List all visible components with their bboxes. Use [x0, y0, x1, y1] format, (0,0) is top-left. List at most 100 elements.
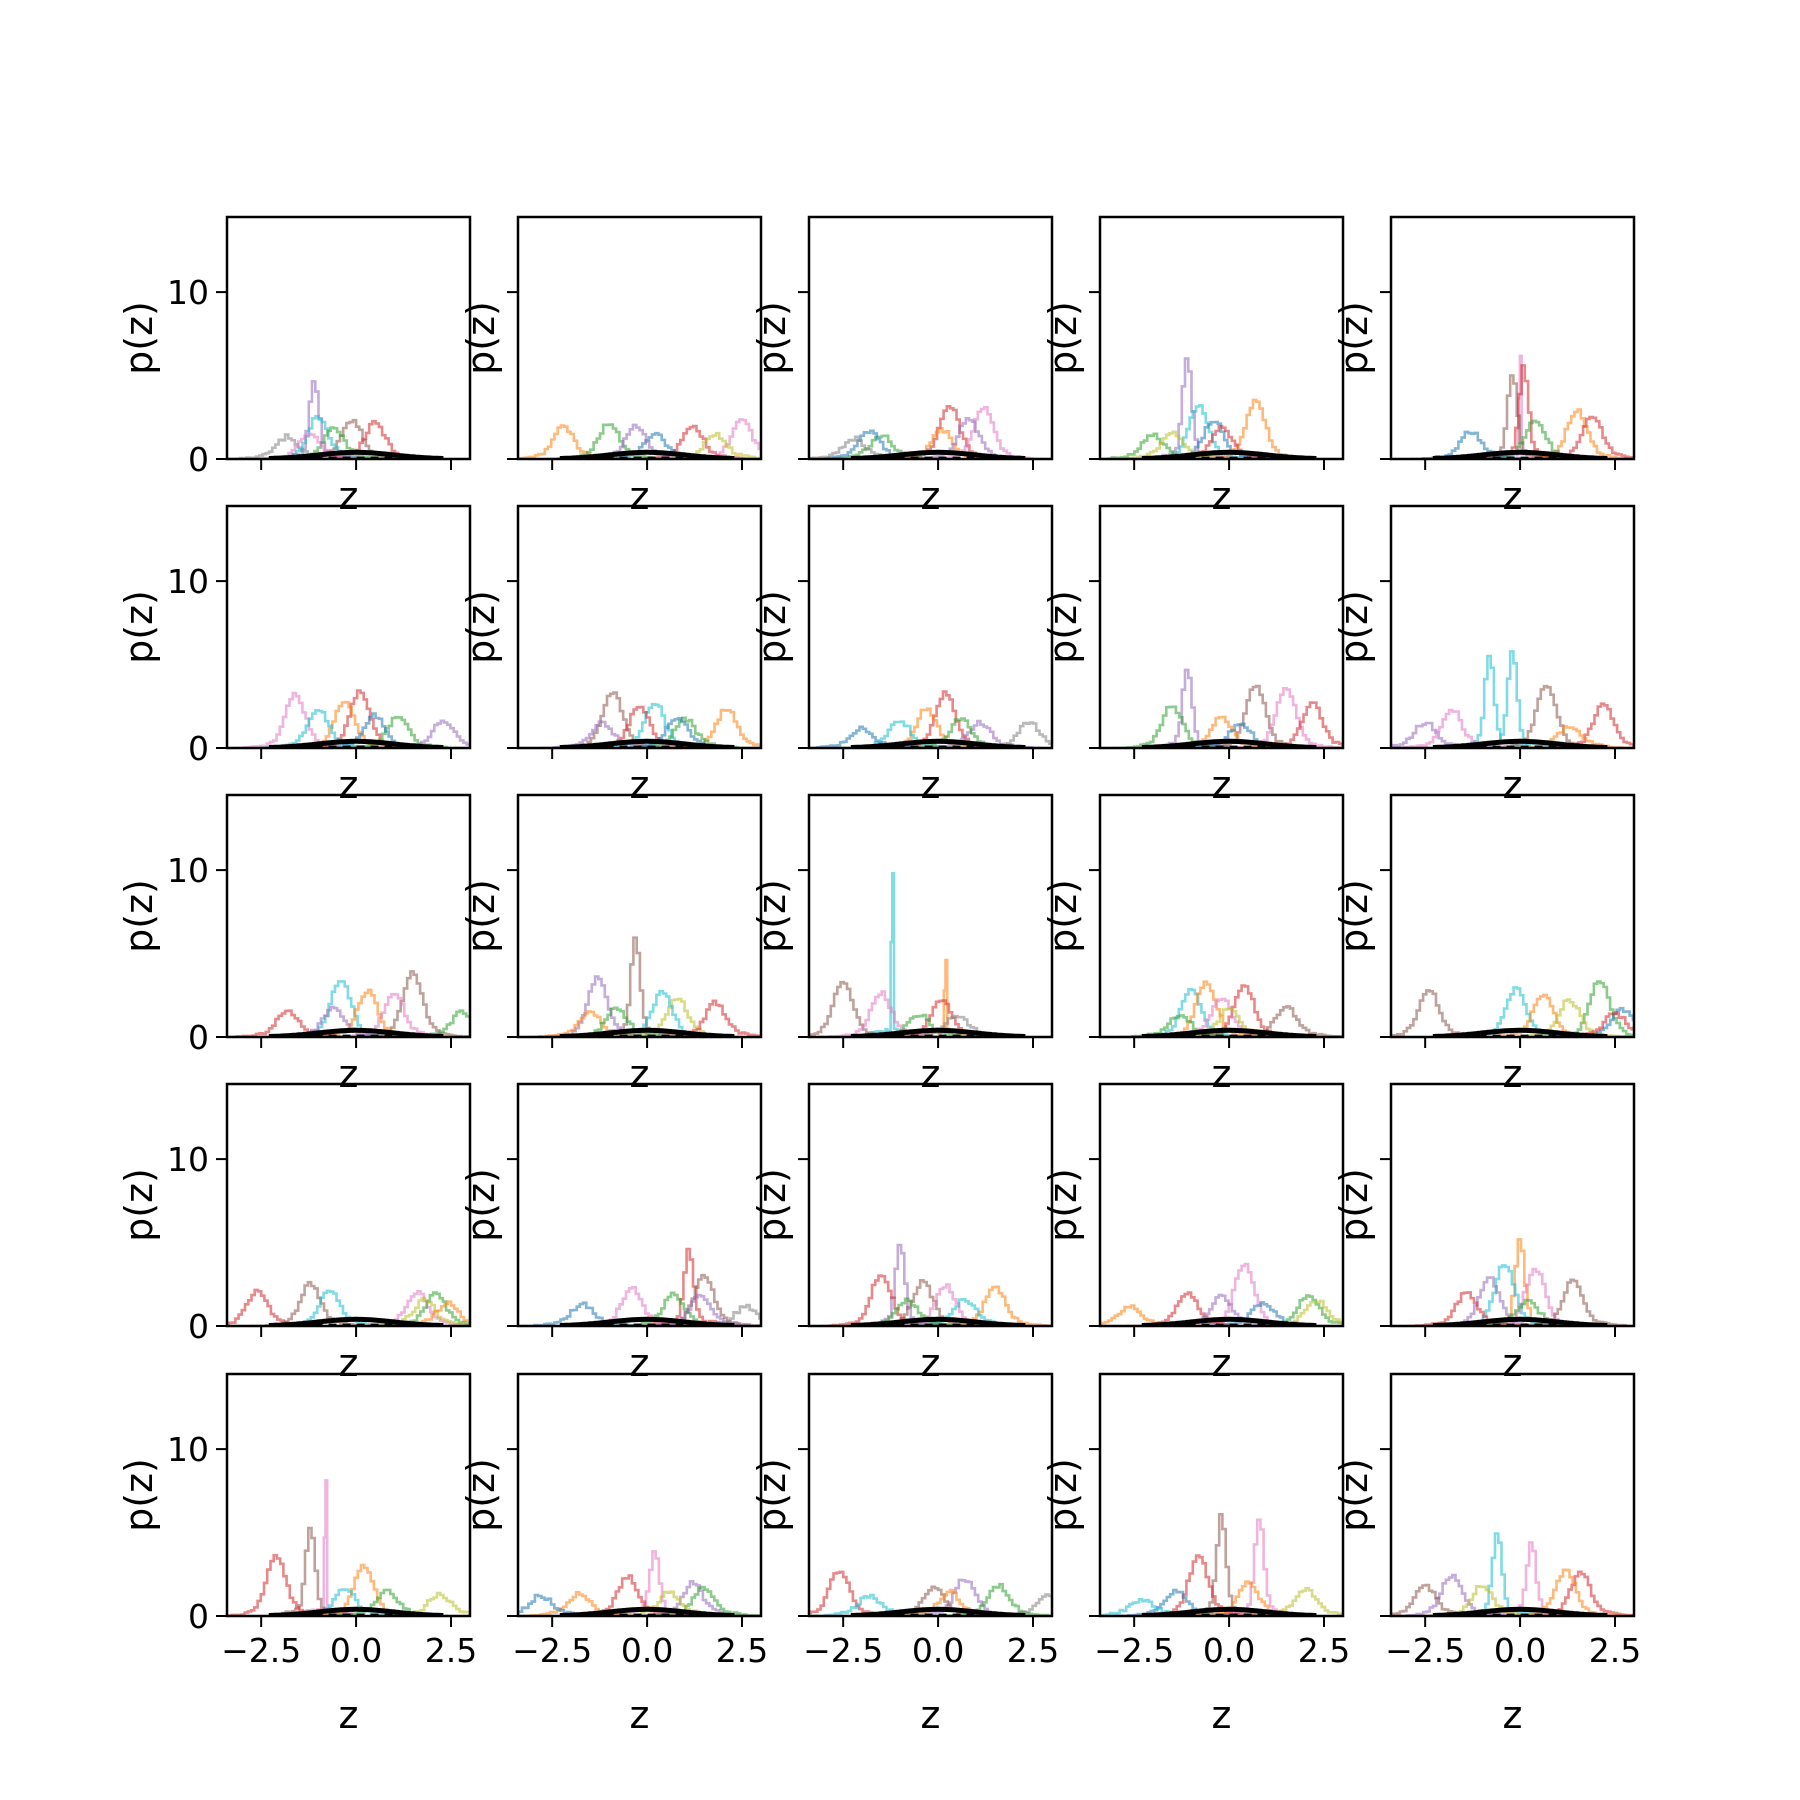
y-tick-label: 10: [167, 851, 209, 890]
subplot-r2-c4: z p(z): [1332, 793, 1636, 1096]
axes-frame: [807, 793, 1054, 1039]
subplot-r1-c3: z p(z): [1041, 504, 1345, 807]
x-tick-label: 0.0: [621, 1631, 673, 1670]
x-axis-label: z: [1503, 1341, 1523, 1385]
x-tick-label: 2.5: [1298, 1631, 1350, 1670]
y-axis-label: p(z): [1332, 1458, 1376, 1532]
plot-area: [227, 380, 444, 459]
x-tick-label: −2.5: [1094, 1631, 1174, 1670]
y-tick-label: 0: [188, 1597, 209, 1636]
axes-frame: [225, 1372, 472, 1618]
y-axis-label: p(z): [459, 879, 503, 953]
plot-area: [1100, 1513, 1343, 1616]
x-axis-label: z: [1503, 1693, 1523, 1737]
axes-frame: [1098, 793, 1345, 1039]
x-axis-label: z: [339, 1052, 359, 1096]
histogram-series-2: [1194, 398, 1318, 459]
x-tick-label: −2.5: [221, 1631, 301, 1670]
x-axis-label: z: [921, 474, 941, 518]
histogram-series-6: [1531, 415, 1634, 459]
x-axis-label: z: [1212, 1693, 1232, 1737]
plot-area: [1410, 354, 1634, 459]
subplot-r3-c2: z p(z): [750, 1082, 1054, 1385]
y-tick-label: 10: [167, 1430, 209, 1469]
histogram-series-4: [1508, 998, 1632, 1037]
y-tick-label: 0: [188, 440, 209, 479]
axes-frame: [807, 1372, 1054, 1618]
axes-frame: [1098, 1082, 1345, 1328]
plot-area: [518, 1550, 761, 1616]
x-axis-label: z: [921, 1052, 941, 1096]
subplot-r3-c3: z p(z): [1041, 1082, 1345, 1385]
histogram-series-5: [1406, 1291, 1529, 1326]
axes-frame: [225, 793, 472, 1039]
x-axis-label: z: [1503, 763, 1523, 807]
y-axis-label: p(z): [1332, 1168, 1376, 1242]
x-tick-label: 2.5: [1589, 1631, 1641, 1670]
y-tick-label: 10: [167, 273, 209, 312]
y-tick-label: 0: [188, 1307, 209, 1346]
subplot-r2-c3: z p(z): [1041, 793, 1345, 1096]
plot-area: [809, 872, 1026, 1037]
y-axis-label: p(z): [1041, 301, 1085, 375]
plot-area: [521, 1247, 761, 1326]
axes-frame: [1389, 793, 1636, 1039]
axes-frame: [516, 215, 763, 461]
y-axis-label: p(z): [117, 590, 161, 664]
x-tick-label: 0.0: [1494, 1631, 1546, 1670]
plot-area: [540, 691, 761, 748]
x-tick-label: 2.5: [1007, 1631, 1059, 1670]
subplot-r2-c1: z p(z): [459, 793, 763, 1096]
subplot-r4-c2: −2.5 0.0 2.5 z p(z): [750, 1372, 1059, 1737]
x-axis-label: z: [921, 763, 941, 807]
axes-frame: [1389, 504, 1636, 750]
axes-frame: [807, 215, 1054, 461]
subplot-r1-c0: 0 10 z p(z): [117, 504, 472, 807]
plot-area: [809, 1570, 1052, 1616]
subplot-r3-c1: z p(z): [459, 1082, 763, 1385]
y-axis-label: p(z): [459, 301, 503, 375]
x-tick-label: −2.5: [803, 1631, 883, 1670]
x-axis-label: z: [630, 1693, 650, 1737]
plot-area: [1391, 1532, 1634, 1616]
x-axis-label: z: [1212, 1052, 1232, 1096]
plot-area: [227, 970, 470, 1037]
subplot-r0-c0: 0 10 z p(z): [117, 215, 472, 518]
plot-area: [1111, 668, 1343, 748]
subplot-r1-c1: z p(z): [459, 504, 763, 807]
subplot-r2-c2: z p(z): [750, 793, 1054, 1096]
y-axis-label: p(z): [1332, 301, 1376, 375]
y-axis-label: p(z): [117, 1458, 161, 1532]
axes-frame: [516, 793, 763, 1039]
subplot-r3-c0: 0 10 z p(z): [117, 1082, 472, 1385]
y-axis-label: p(z): [750, 301, 794, 375]
histogram-series-2: [1391, 989, 1491, 1037]
x-axis-label: z: [339, 1693, 359, 1737]
subplot-r1-c2: z p(z): [750, 504, 1054, 807]
y-axis-label: p(z): [750, 1168, 794, 1242]
x-axis-label: z: [921, 1693, 941, 1737]
x-tick-label: 0.0: [912, 1631, 964, 1670]
x-axis-label: z: [630, 763, 650, 807]
x-tick-label: 0.0: [1203, 1631, 1255, 1670]
y-axis-label: p(z): [750, 1458, 794, 1532]
axes-frame: [807, 1082, 1054, 1328]
histogram-series-2: [227, 1553, 339, 1616]
plot-area: [1406, 1238, 1634, 1326]
histogram-series-2: [1520, 1570, 1634, 1616]
plot-area: [234, 689, 470, 748]
histogram-series-3: [938, 1582, 1052, 1616]
histogram-series-6: [1111, 430, 1234, 459]
histogram-series-0: [593, 936, 679, 1037]
y-tick-label: 10: [167, 1140, 209, 1179]
y-axis-label: p(z): [750, 879, 794, 953]
subplot-r4-c4: −2.5 0.0 2.5 z p(z): [1332, 1372, 1641, 1737]
x-axis-label: z: [339, 474, 359, 518]
subplot-r4-c0: −2.5 0.0 2.5 0 10 z p(z): [117, 1372, 477, 1737]
subplot-r1-c4: z p(z): [1332, 504, 1636, 807]
y-axis-label: p(z): [117, 879, 161, 953]
axes-frame: [516, 1082, 763, 1328]
subplot-r0-c2: z p(z): [750, 215, 1054, 518]
axes-frame: [807, 504, 1054, 750]
y-axis-label: p(z): [1041, 590, 1085, 664]
